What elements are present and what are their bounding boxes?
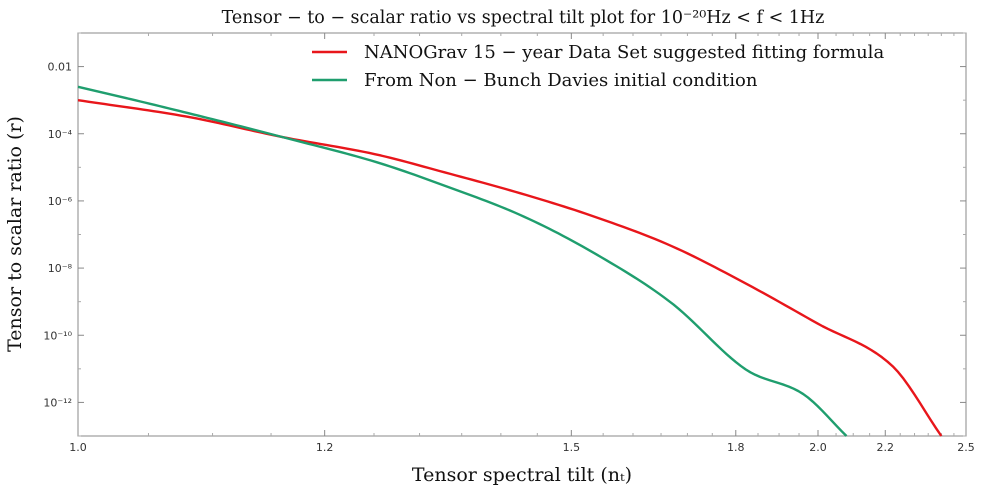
y-tick-label: 10⁻⁶ xyxy=(48,195,73,208)
legend: NANOGrav 15 − year Data Set suggested fi… xyxy=(312,42,884,91)
x-tick-label: 1.0 xyxy=(69,441,87,454)
plot-frame xyxy=(77,32,967,437)
x-tick-label: 1.2 xyxy=(316,441,334,454)
y-tick-label: 0.01 xyxy=(48,61,73,74)
series-line-1 xyxy=(77,98,943,437)
x-tick-label: 2.5 xyxy=(957,441,975,454)
legend-label-2: From Non − Bunch Davies initial conditio… xyxy=(364,70,758,91)
y-tick-label: 10⁻⁸ xyxy=(48,262,73,275)
x-tick-label: 2.2 xyxy=(877,441,895,454)
x-axis-ticks: 1.0 1.2 1.5 1.8 2.0 2.2 2.5 xyxy=(69,33,975,454)
legend-label-1: NANOGrav 15 − year Data Set suggested fi… xyxy=(364,42,884,63)
series-line-2 xyxy=(77,85,848,437)
series-layer xyxy=(77,85,943,437)
y-tick-label: 10⁻¹⁰ xyxy=(43,329,72,342)
x-tick-label: 1.5 xyxy=(563,441,581,454)
y-axis-ticks: 0.01 10⁻⁴ 10⁻⁶ 10⁻⁸ 10⁻¹⁰ 10⁻¹² xyxy=(43,32,966,437)
y-axis-title: Tensor to scalar ratio (r) xyxy=(4,116,26,352)
chart-title: Tensor − to − scalar ratio vs spectral t… xyxy=(222,8,825,28)
x-minor-ticks xyxy=(147,33,955,436)
y-tick-label: 10⁻¹² xyxy=(43,396,72,409)
y-tick-label: 10⁻⁴ xyxy=(48,128,73,141)
x-tick-label: 1.8 xyxy=(727,441,745,454)
x-axis-title: Tensor spectral tilt (nₜ) xyxy=(412,464,632,486)
x-tick-label: 2.0 xyxy=(809,441,827,454)
